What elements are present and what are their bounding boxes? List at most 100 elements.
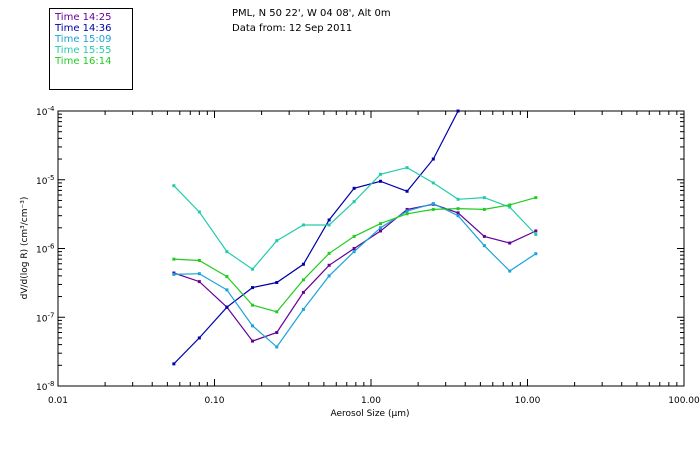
data-point: [225, 288, 229, 292]
data-point: [431, 157, 435, 161]
data-point: [534, 232, 538, 236]
data-point: [301, 290, 305, 294]
data-point: [352, 250, 356, 254]
x-axis-label: Aerosol Size (µm): [331, 409, 410, 419]
data-point: [534, 229, 538, 233]
data-point: [172, 257, 176, 261]
data-point: [275, 331, 279, 335]
data-point: [508, 241, 512, 245]
data-point: [275, 239, 279, 243]
data-point: [352, 200, 356, 204]
data-point: [534, 252, 538, 256]
series-4: [172, 196, 538, 314]
data-point: [508, 205, 512, 209]
data-point: [197, 258, 201, 262]
data-point: [508, 203, 512, 207]
legend-item-1: Time 14:36: [55, 23, 112, 34]
data-point: [378, 226, 382, 230]
data-point: [301, 223, 305, 227]
data-point: [197, 336, 201, 340]
x-tick-label: 10.00: [515, 396, 541, 406]
data-point: [197, 210, 201, 214]
legend-item-4: Time 16:14: [55, 56, 112, 67]
data-point: [482, 196, 486, 200]
data-point: [456, 207, 460, 211]
data-point: [275, 345, 279, 349]
y-tick-label: 10-7: [36, 311, 54, 324]
series-2: [172, 202, 538, 349]
y-axis-label: dV/d(log R) (cm³/cm⁻³): [20, 197, 30, 300]
legend-item-0: Time 14:25: [55, 12, 112, 23]
series-line: [173, 110, 459, 365]
data-point: [327, 218, 331, 222]
data-point: [456, 211, 460, 215]
data-point: [275, 281, 279, 285]
data-point: [431, 202, 435, 206]
series-line: [173, 203, 537, 342]
x-tick-label: 0.01: [48, 396, 68, 406]
data-point: [225, 305, 229, 309]
data-point: [301, 262, 305, 266]
data-point: [482, 244, 486, 248]
data-point: [251, 267, 255, 271]
data-point: [456, 109, 460, 113]
x-tick-label: 0.10: [204, 396, 224, 406]
data-point: [251, 286, 255, 290]
data-point: [327, 274, 331, 278]
data-point: [251, 339, 255, 343]
data-point: [508, 269, 512, 273]
data-point: [352, 186, 356, 190]
data-point: [352, 247, 356, 250]
chart-title: PML, N 50 22', W 04 08', Alt 0m: [232, 8, 391, 19]
data-point: [456, 197, 460, 201]
data-point: [534, 196, 538, 200]
data-point: [378, 172, 382, 176]
data-point: [482, 234, 486, 238]
data-point: [301, 307, 305, 311]
data-point: [482, 207, 486, 211]
series-3: [172, 166, 538, 271]
plot-frame: [57, 110, 685, 387]
x-tick-label: 1.00: [361, 396, 381, 406]
data-point: [251, 324, 255, 328]
data-point: [225, 275, 229, 279]
data-point: [327, 223, 331, 227]
data-point: [405, 209, 409, 213]
data-point: [378, 222, 382, 226]
y-tick-label: 10-4: [36, 105, 55, 118]
data-point: [378, 179, 382, 183]
data-point: [431, 181, 435, 185]
data-point: [352, 234, 356, 238]
data-point: [431, 207, 435, 211]
legend: Time 14:25 Time 14:36 Time 15:09 Time 15…: [49, 8, 133, 90]
y-tick-label: 10-8: [36, 380, 54, 393]
data-point: [172, 362, 176, 366]
data-point: [301, 278, 305, 282]
plot-axes: 0.01 0.10 1.00 10.00 100.00 10-8 10-7 10-6 10-5 1…: [36, 105, 700, 406]
data-point: [327, 251, 331, 255]
data-point: [405, 212, 409, 216]
data-point: [405, 166, 409, 170]
y-tick-label: 10-6: [36, 243, 55, 256]
data-point: [456, 214, 460, 218]
data-point: [405, 189, 409, 193]
chart-header: PML, N 50 22', W 04 08', Alt 0m Data fro…: [232, 6, 391, 36]
data-point: [172, 272, 176, 276]
data-point: [405, 207, 409, 211]
data-point: [172, 184, 176, 188]
x-tick-label: 100.00: [668, 396, 700, 406]
data-point: [197, 272, 201, 276]
data-point: [378, 229, 382, 233]
data-point: [197, 280, 201, 284]
legend-item-3: Time 15:55: [55, 45, 112, 56]
y-tick-label: 10-5: [36, 174, 54, 187]
data-point: [275, 310, 279, 314]
series-1: [172, 109, 460, 366]
legend-item-2: Time 15:09: [55, 34, 112, 45]
series-line: [173, 166, 537, 271]
data-point: [327, 263, 331, 267]
data-point: [225, 250, 229, 254]
series-layer: [172, 109, 538, 366]
series-line: [173, 197, 536, 313]
series-0: [172, 202, 538, 343]
